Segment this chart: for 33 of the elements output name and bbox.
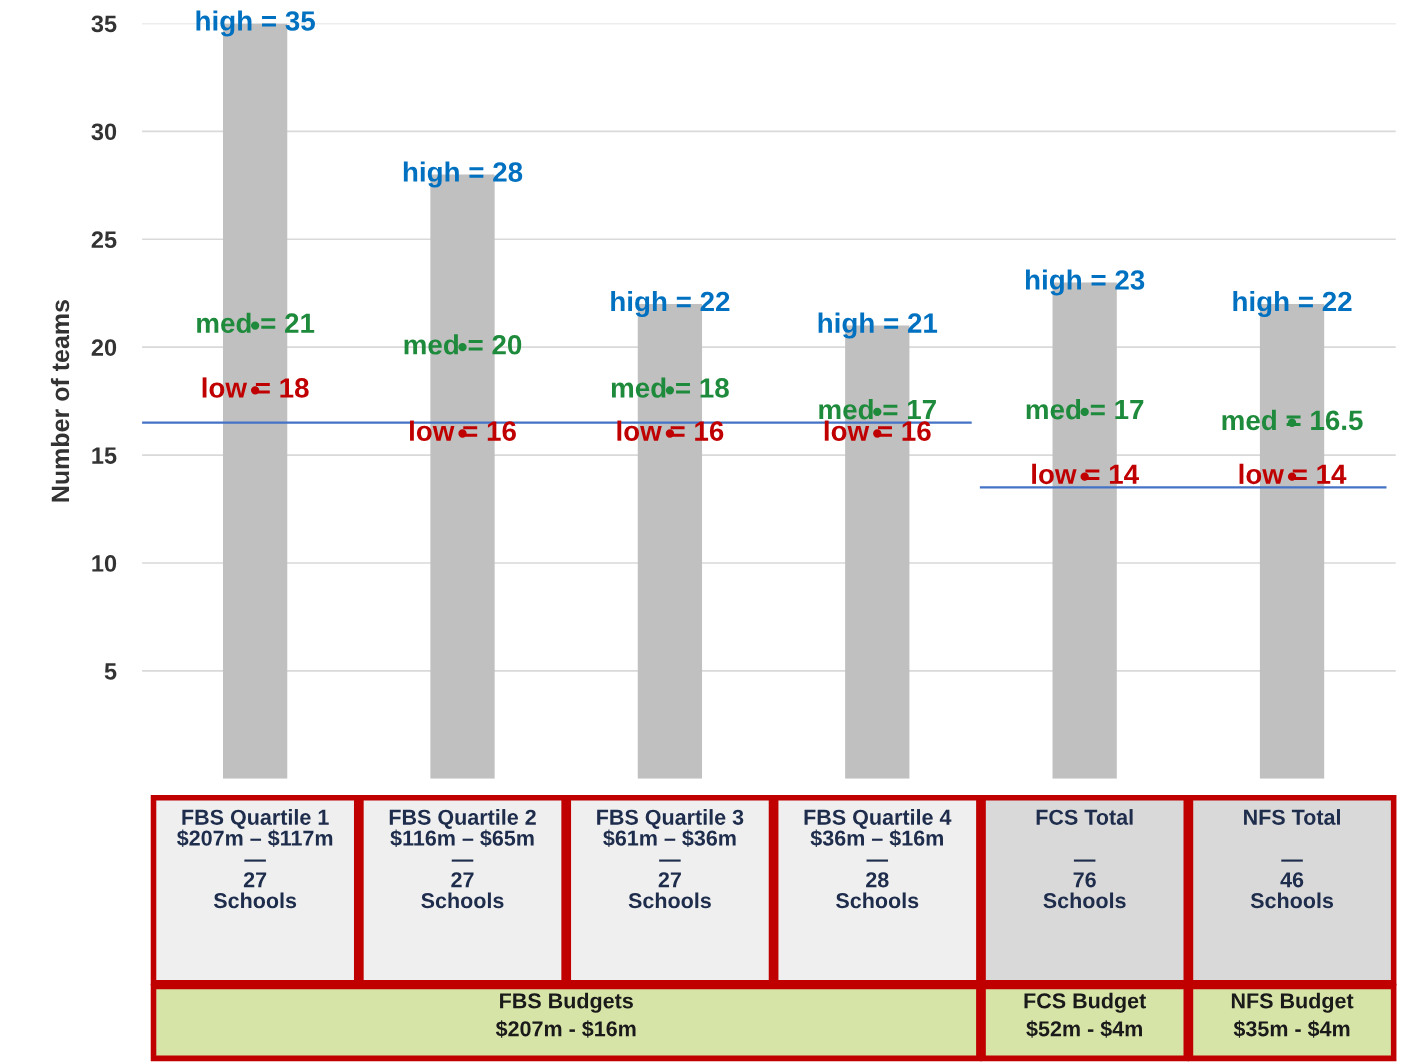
point <box>458 343 467 352</box>
category-label: NFS Total — 46 Schools <box>1244 809 1340 909</box>
point <box>1080 407 1089 417</box>
point <box>873 407 882 417</box>
data-label: med = 20 <box>404 334 522 355</box>
data-label: high = 28 <box>403 161 523 188</box>
y-tick-label: 10 <box>92 555 117 572</box>
data-label: high = 21 <box>818 312 938 339</box>
x-tick-label: FBS Quartile 2 $116m – $65m — 27 Schools <box>389 809 536 909</box>
y-tick-label: 15 <box>92 447 117 464</box>
point <box>665 386 675 395</box>
data-label: med = 21 <box>197 312 315 334</box>
text: FBS Budgets $207m - $16m <box>495 992 636 1038</box>
data-label: high = 35 <box>196 10 315 37</box>
y-tick-label: 20 <box>91 339 117 356</box>
data-label: med = 17 <box>1026 398 1144 420</box>
category-label: FCS Total — 76 Schools <box>1036 809 1133 909</box>
point <box>250 321 260 330</box>
data-label: med = 18 <box>611 377 729 398</box>
x-tick-label: FBS Quartile 1 $207m – $117m — 27 Schools <box>177 809 333 909</box>
x-tick-label: FBS Quartile 4 $36m – $16m — 28 Schools <box>804 809 952 909</box>
x-tick-label: FBS Quartile 3 $61m – $36m — 27 Schools <box>597 809 744 909</box>
y-tick-label: 5 <box>104 663 117 680</box>
y-tick-label: 35 <box>91 15 117 33</box>
text: FCS Budget $52m - $4m <box>1024 992 1146 1038</box>
y-tick-label: 30 <box>91 123 117 141</box>
data-label: med = 17 <box>819 398 936 420</box>
data-label: high = 22 <box>611 290 730 318</box>
data-label: high = 23 <box>1026 269 1145 296</box>
y-tick-label: 25 <box>91 231 117 249</box>
data-label: high = 22 <box>1233 290 1352 318</box>
text: NFS Budget $35m - $4m <box>1231 992 1354 1038</box>
y-axis-title: Number of teams <box>50 300 70 502</box>
